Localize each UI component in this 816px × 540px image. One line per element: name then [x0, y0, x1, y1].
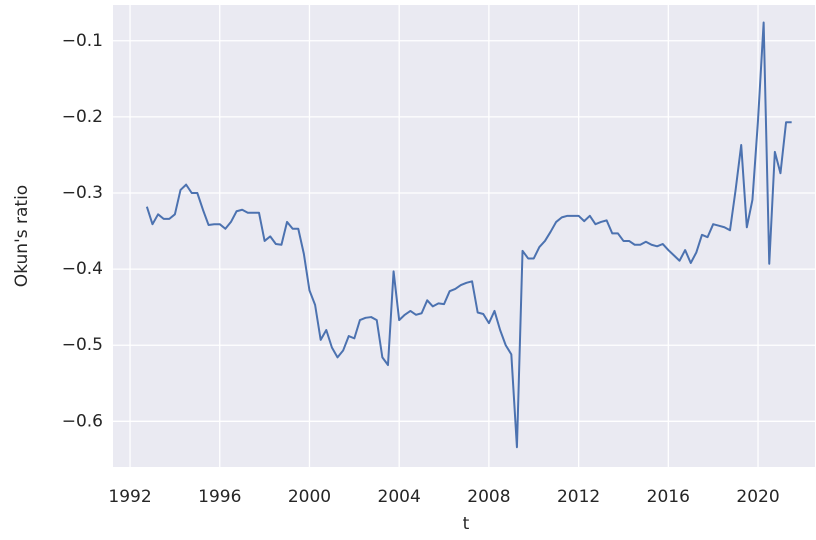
x-tick-label: 2004	[378, 487, 421, 507]
y-tick-label: −0.2	[62, 107, 103, 127]
x-tick-label: 1996	[198, 487, 241, 507]
x-tick-label: 2012	[557, 487, 600, 507]
y-tick-label: −0.1	[62, 31, 103, 51]
plot-area	[113, 5, 815, 467]
y-axis-label: Okun's ratio	[12, 185, 32, 287]
data-line	[145, 21, 792, 449]
x-axis-label: t	[463, 514, 470, 534]
y-tick-label: −0.3	[62, 183, 103, 203]
x-tick-label: 1992	[108, 487, 151, 507]
y-tick-label: −0.6	[62, 411, 103, 431]
x-tick-label: 2016	[647, 487, 690, 507]
y-tick-label: −0.4	[62, 259, 103, 279]
y-tick-label: −0.5	[62, 335, 103, 355]
x-tick-label: 2000	[288, 487, 331, 507]
x-tick-label: 2008	[467, 487, 510, 507]
x-tick-label: 2020	[736, 487, 779, 507]
